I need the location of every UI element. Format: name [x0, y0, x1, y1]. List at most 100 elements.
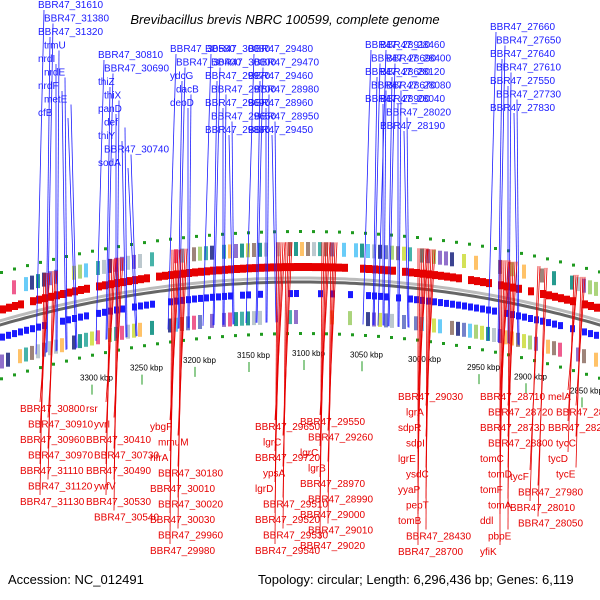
- tick-dot: [182, 236, 185, 240]
- forward-gene-label: BBR47_27640: [490, 49, 555, 60]
- reverse-gene: [318, 263, 324, 272]
- reverse-gene: [126, 277, 132, 286]
- reverse-gene-labels: BBR47_30800BBR47_30910BBR47_30960BBR47_3…: [20, 242, 600, 558]
- reverse-cog-band: [234, 244, 238, 258]
- forward-cog-band: [30, 345, 34, 360]
- tick-dot: [26, 264, 29, 268]
- forward-gene: [540, 317, 545, 325]
- forward-leader: [271, 134, 277, 323]
- tick-dot: [312, 332, 315, 336]
- reverse-cog-band: [294, 242, 298, 256]
- forward-cog-band: [450, 320, 454, 335]
- forward-gene-label: BBR47_29450: [248, 125, 313, 136]
- topology-label: Topology: circular; Length: 6,296,436 bp…: [258, 572, 574, 587]
- forward-leader: [516, 99, 520, 346]
- reverse-gene: [414, 269, 420, 277]
- reverse-gene-label: mmuM: [158, 438, 189, 449]
- forward-gene-label: BBR47_29660: [211, 112, 276, 123]
- forward-gene-label: BBR47_31320: [38, 27, 103, 38]
- reverse-gene: [486, 279, 492, 288]
- forward-gene: [480, 305, 485, 313]
- reverse-gene: [390, 266, 396, 275]
- forward-cog-band: [48, 341, 52, 356]
- reverse-gene: [228, 265, 234, 274]
- tick-dot: [559, 260, 562, 264]
- forward-leader: [245, 53, 255, 324]
- tick-dot: [585, 372, 588, 376]
- forward-gene-label: BBR47_28190: [380, 121, 445, 132]
- reverse-gene: [234, 265, 240, 273]
- forward-leader: [256, 67, 264, 323]
- reverse-cog-band: [138, 254, 142, 268]
- reverse-gene-label: BBR47_29650: [255, 422, 320, 433]
- reverse-gene: [444, 272, 450, 281]
- forward-gene-label: BBR47_28020: [386, 108, 451, 119]
- forward-cog-band: [432, 318, 436, 333]
- reverse-cog-band: [510, 262, 514, 277]
- tick-dot: [156, 342, 159, 346]
- forward-leader: [266, 94, 270, 323]
- scale-label: 3100 kbp: [292, 349, 325, 358]
- forward-gene: [450, 300, 455, 308]
- forward-leader: [188, 94, 192, 328]
- reverse-gene: [516, 284, 522, 293]
- forward-gene-label: sodA: [98, 158, 121, 169]
- tick-dot: [533, 254, 536, 258]
- forward-leader: [177, 80, 183, 329]
- tick-dot: [546, 362, 549, 366]
- forward-gene: [72, 315, 77, 322]
- reverse-cog-band: [84, 263, 88, 278]
- forward-cog-band: [402, 315, 406, 329]
- reverse-gene: [366, 265, 372, 273]
- reverse-gene: [468, 276, 474, 285]
- forward-cog-band: [414, 316, 418, 331]
- reverse-gene: [378, 265, 384, 274]
- forward-gene-label: thiZ: [98, 77, 115, 88]
- reverse-gene-label: BBR47_28050: [518, 519, 583, 530]
- forward-gene: [168, 298, 173, 306]
- forward-gene-label: BBR47_28900: [365, 94, 430, 105]
- reverse-gene-label: BBR47_30030: [150, 515, 215, 526]
- tick-dot: [403, 234, 406, 238]
- forward-leader: [398, 90, 402, 328]
- forward-leader: [212, 80, 218, 326]
- forward-gene-label: BBR47_29880: [205, 125, 270, 136]
- forward-leader: [202, 53, 212, 326]
- reverse-cog-band: [432, 249, 436, 264]
- forward-gene: [6, 331, 11, 339]
- reverse-cog-band: [102, 259, 106, 274]
- forward-cog-band: [480, 325, 484, 340]
- forward-gene: [348, 291, 353, 299]
- tick-dot: [390, 233, 393, 237]
- reverse-gene: [210, 266, 216, 275]
- reverse-gene-label: ybgF: [150, 422, 172, 433]
- reverse-gene: [0, 305, 6, 314]
- forward-cog-band: [294, 310, 298, 324]
- reverse-gene: [336, 263, 342, 272]
- reverse-gene-label: BBR47_30910: [28, 420, 93, 431]
- forward-leader: [228, 134, 234, 325]
- reverse-leader: [567, 274, 577, 422]
- forward-leader: [121, 140, 127, 338]
- reverse-gene-label: BBR47_29720: [255, 453, 320, 464]
- forward-cog-band: [168, 318, 172, 333]
- forward-gene: [330, 290, 335, 298]
- reverse-leader: [169, 249, 173, 545]
- forward-gene: [258, 290, 263, 298]
- forward-gene: [18, 328, 23, 336]
- reverse-gene-label: BBR47_28700: [398, 547, 463, 558]
- reverse-gene: [198, 267, 204, 276]
- forward-gene: [408, 295, 413, 303]
- reverse-gene: [264, 263, 270, 272]
- tick-dot: [481, 244, 484, 248]
- forward-gene-label: thiY: [98, 131, 116, 142]
- tick-dot: [260, 230, 263, 234]
- reverse-leader: [327, 242, 332, 524]
- forward-gene-label: BBR47_29460: [248, 71, 313, 82]
- forward-gene: [246, 291, 251, 299]
- forward-gene: [432, 298, 437, 306]
- tick-dot: [26, 369, 29, 373]
- scale-label: 3050 kbp: [350, 350, 383, 359]
- tick-dot: [299, 230, 302, 233]
- reverse-gene-label: BBR47_28010: [510, 503, 575, 514]
